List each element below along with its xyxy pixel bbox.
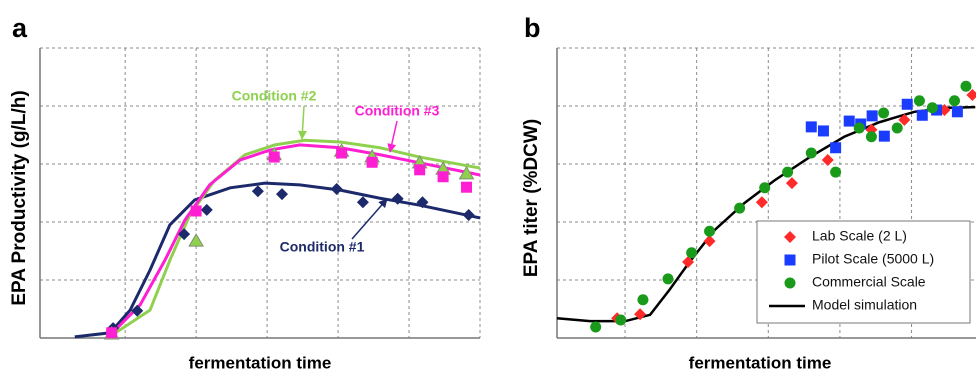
legend-label: Lab Scale (2 L)	[812, 228, 907, 244]
diamond-point	[821, 153, 834, 166]
circle-point	[830, 166, 842, 178]
diamond-point	[391, 192, 404, 205]
circle-point	[734, 202, 746, 214]
circle-point	[637, 294, 649, 306]
square-point	[830, 142, 842, 154]
triangle-point	[188, 233, 204, 247]
panel: b EPA titer (%DCW) fermentation time Lab Sc…	[521, 13, 976, 372]
diamond-point	[634, 308, 647, 321]
diamond-point	[755, 196, 768, 209]
annotation-arrow	[351, 198, 388, 240]
circle-point	[782, 166, 794, 178]
panel: a EPA Productivity (g/L/h) fermentation ti…	[9, 13, 481, 372]
square-point	[336, 147, 348, 159]
legend-marker	[784, 254, 796, 266]
square-point	[916, 109, 928, 121]
circle-point	[865, 131, 877, 143]
square-point	[843, 115, 855, 127]
square-point	[805, 121, 817, 133]
fit-line	[109, 138, 481, 338]
diamond-point	[178, 228, 191, 241]
diamond-point	[131, 304, 144, 317]
circle-point	[590, 321, 602, 333]
panel-letter: b	[524, 13, 541, 43]
square-point	[878, 130, 890, 142]
square-point	[414, 164, 426, 176]
diamond-point	[682, 256, 695, 269]
series-annotation: Condition #2	[232, 88, 317, 104]
diamond-point	[330, 182, 343, 195]
circle-point	[662, 273, 674, 285]
annotation-arrow	[297, 105, 307, 140]
circle-point	[891, 122, 903, 134]
circle-point	[853, 122, 865, 134]
circle-point	[759, 182, 771, 194]
square-point	[901, 98, 913, 110]
legend: Lab Scale (2 L) Pilot Scale (5000 L) Comme…	[756, 220, 971, 324]
circle-point	[615, 314, 627, 326]
square-point	[951, 106, 963, 118]
circle-point	[805, 147, 817, 159]
square-point	[106, 327, 118, 339]
x-axis-label: fermentation time	[689, 353, 832, 372]
diamond-point	[276, 188, 288, 201]
diamond-point	[785, 177, 798, 190]
fit-line	[74, 181, 481, 339]
square-point	[817, 125, 829, 137]
series-annotation: Condition #1	[280, 239, 365, 255]
circle-point	[686, 247, 698, 259]
square-point	[268, 151, 280, 163]
legend-label: Pilot Scale (5000 L)	[812, 251, 934, 267]
fit-line	[109, 143, 481, 337]
legend-marker	[784, 277, 796, 289]
circle-point	[704, 225, 716, 237]
legend-label: Model simulation	[812, 297, 917, 313]
square-point	[437, 171, 449, 183]
circle-point	[878, 107, 890, 119]
diamond-point	[416, 196, 429, 209]
diamond-point	[462, 209, 475, 222]
circle-point	[913, 95, 925, 107]
annotation-arrow	[387, 120, 398, 153]
diamond-point	[200, 203, 213, 216]
square-point	[190, 205, 202, 217]
y-axis-label: EPA titer (%DCW)	[521, 119, 542, 277]
series-annotation: Condition #3	[355, 103, 440, 119]
square-point	[461, 181, 473, 193]
diamond-point	[898, 113, 911, 126]
model-line	[556, 105, 976, 323]
circle-point	[960, 80, 972, 92]
legend-marker	[784, 231, 796, 243]
panel-letter: a	[12, 13, 28, 43]
y-axis-label: EPA Productivity (g/L/h)	[9, 90, 30, 305]
diamond-point	[703, 235, 716, 248]
triangle-point	[458, 165, 475, 180]
x-axis-label: fermentation time	[189, 353, 332, 372]
square-point	[366, 156, 378, 168]
circle-point	[926, 102, 938, 114]
square-point	[866, 110, 878, 122]
diamond-point	[251, 185, 264, 198]
diamond-point	[356, 196, 369, 209]
circle-point	[949, 95, 961, 107]
diamond-point	[966, 88, 976, 101]
legend-label: Commercial Scale	[812, 274, 926, 290]
